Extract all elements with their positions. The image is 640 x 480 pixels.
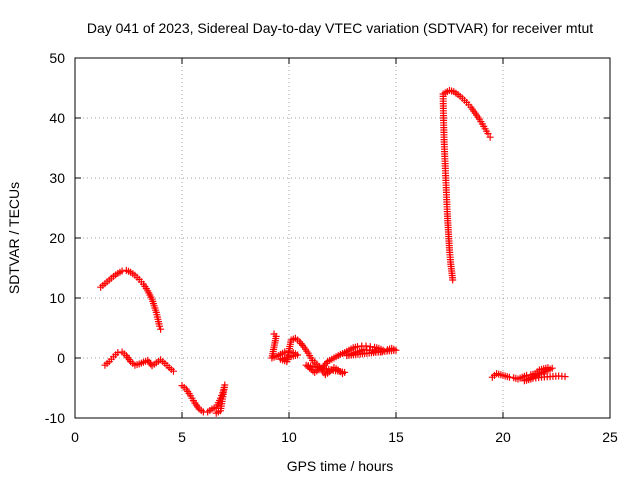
x-axis-title: GPS time / hours — [287, 458, 394, 474]
x-tick-label: 10 — [281, 429, 297, 445]
y-tick-label: 0 — [57, 350, 65, 366]
y-axis-title: SDTVAR / TECUs — [6, 182, 22, 294]
data-point — [377, 348, 385, 356]
y-tick-label: 30 — [49, 170, 65, 186]
axis-ticks — [74, 57, 611, 419]
data-point — [486, 133, 494, 141]
chart-title: Day 041 of 2023, Sidereal Day-to-day VTE… — [87, 20, 593, 36]
data-point — [561, 373, 569, 381]
data-point — [484, 130, 492, 138]
data-point — [157, 325, 165, 333]
x-tick-label: 20 — [495, 429, 511, 445]
data-points — [97, 86, 569, 417]
data-point — [449, 276, 457, 284]
data-point — [156, 322, 164, 330]
x-tick-label: 25 — [602, 429, 618, 445]
data-point — [169, 367, 177, 375]
y-tick-label: 10 — [49, 290, 65, 306]
y-tick-labels: -10 0 10 20 30 40 50 — [45, 50, 65, 426]
y-tick-label: -10 — [45, 410, 65, 426]
x-tick-label: 15 — [388, 429, 404, 445]
y-tick-label: 50 — [49, 50, 65, 66]
x-tick-label: 0 — [71, 429, 79, 445]
x-tick-labels: 0 5 10 15 20 25 — [71, 429, 618, 445]
data-point — [212, 409, 220, 417]
x-tick-label: 5 — [178, 429, 186, 445]
y-tick-label: 20 — [49, 230, 65, 246]
y-tick-label: 40 — [49, 110, 65, 126]
